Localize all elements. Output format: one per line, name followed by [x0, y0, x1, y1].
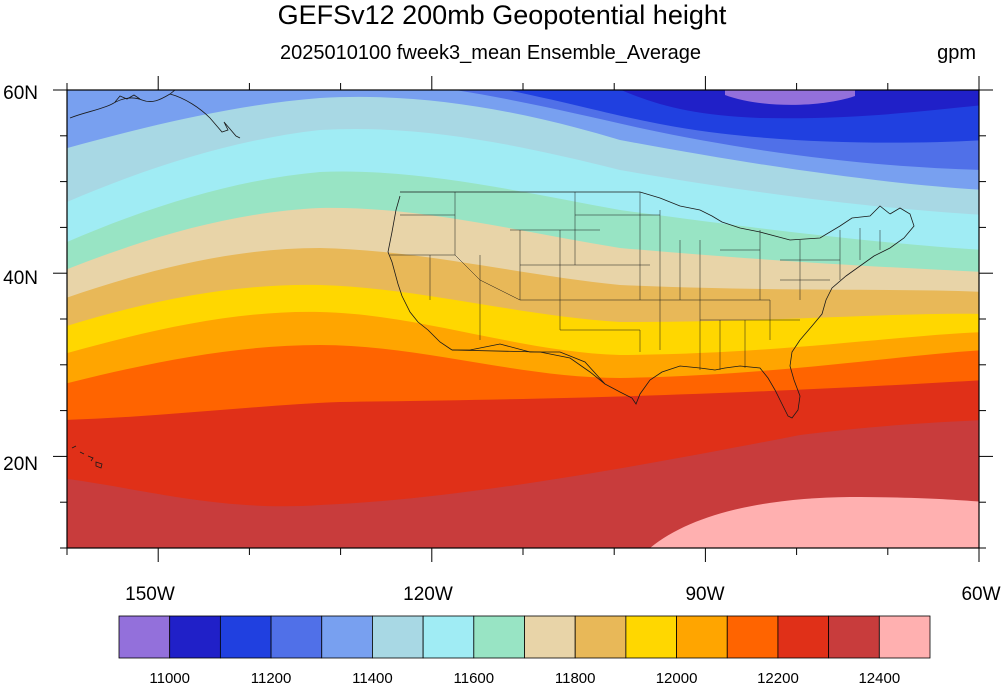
colorbar-swatch: [726, 615, 779, 659]
colorbar-swatch: [777, 615, 830, 659]
units-label: gpm: [937, 42, 976, 64]
us-canada-border: [400, 191, 891, 241]
colorbar-swatch: [321, 615, 373, 659]
map-title: GEFSv12 200mb Geopotential height: [277, 0, 727, 30]
map-subtitle: 2025010100 fweek3_mean Ensemble_Average: [280, 42, 702, 64]
colorbar-tick-label: 11800: [555, 670, 596, 684]
contour-band: [725, 90, 855, 105]
colorbar: 11000 11200 11400 11600 11800 12000 12200 12400: [118, 615, 931, 684]
us-mexico-border: [452, 343, 606, 385]
axis-ticks: [53, 76, 993, 562]
colorbar-tick-label: 12400: [858, 670, 900, 684]
colorbar-swatch: [676, 615, 728, 659]
colorbar-swatch: [828, 615, 880, 659]
lon-tick-label: 150W: [125, 584, 175, 605]
lat-tick-label: 20N: [3, 454, 38, 475]
hawaii-islands: [71, 445, 103, 469]
colorbar-swatch: [270, 615, 323, 659]
geography-group: [69, 90, 915, 469]
colorbar-swatch: [473, 615, 525, 659]
state-boundaries: [390, 192, 881, 370]
colorbar-tick-label: 11200: [251, 670, 292, 684]
lat-tick-label: 60N: [3, 83, 38, 104]
alaska-coastline: [114, 94, 141, 103]
colorbar-swatch: [878, 615, 931, 659]
colorbar-swatch: [574, 615, 627, 659]
lat-tick-label: 40N: [3, 268, 38, 289]
colorbar-tick-label: 12000: [656, 670, 698, 684]
lon-tick-label: 60W: [961, 584, 1000, 605]
axis-labels: 150W 120W 90W 60W 20N 40N 60N: [3, 83, 1000, 605]
colorbar-swatch: [625, 615, 677, 659]
alaska-panhandle-coastline: [169, 93, 241, 139]
colorbar-swatch: [422, 615, 475, 659]
colorbar-swatch: [524, 615, 576, 659]
lon-tick-label: 90W: [685, 584, 724, 605]
contour-fill-group: [67, 90, 979, 548]
lon-tick-label: 120W: [403, 584, 453, 605]
colorbar-tick-label: 11000: [149, 670, 190, 684]
colorbar-tick-label: 11600: [454, 670, 495, 684]
colorbar-swatch: [372, 615, 424, 659]
us-west-coastline: [387, 195, 453, 351]
colorbar-tick-label: 11400: [352, 670, 393, 684]
us-atlantic-coastline: [799, 207, 915, 341]
colorbar-swatch: [169, 615, 221, 659]
colorbar-tick-label: 12200: [757, 670, 799, 684]
colorbar-swatch: [118, 615, 171, 659]
colorbar-swatch: [219, 615, 272, 659]
contour-band: [650, 497, 979, 548]
